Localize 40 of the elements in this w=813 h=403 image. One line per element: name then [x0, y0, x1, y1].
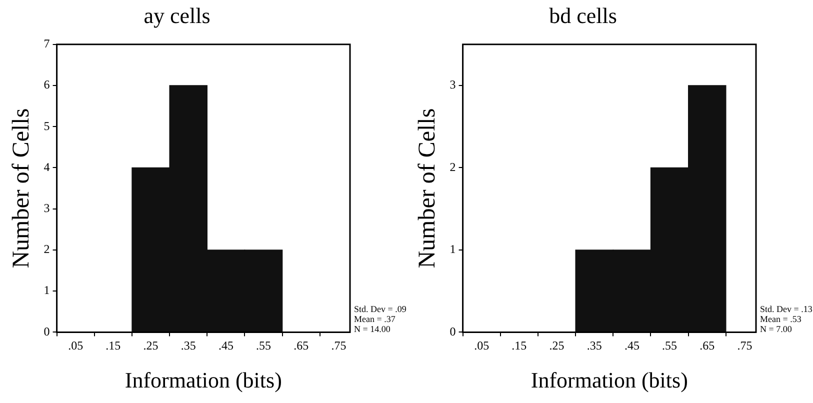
- y-axis-title: Number of Cells: [8, 108, 35, 268]
- text: N = 7.00: [760, 324, 792, 334]
- x-tick-label: .75: [737, 338, 752, 353]
- x-tick-label: .05: [68, 338, 84, 353]
- text: N = 14.00: [354, 324, 391, 334]
- x-tick-label: .45: [218, 338, 234, 353]
- x-axis-title: Information (bits): [530, 368, 688, 393]
- x-tick-label: .25: [549, 338, 564, 353]
- x-tick-label: .05: [474, 338, 490, 353]
- y-tick-label: 1: [44, 283, 50, 298]
- x-tick-label: .75: [331, 338, 346, 353]
- y-tick-label: 2: [44, 242, 50, 256]
- x-tick-label: .65: [294, 338, 309, 353]
- x-tick-label: .35: [586, 338, 602, 353]
- chart-title: bd cells: [549, 2, 617, 28]
- y-tick-label: 5: [44, 118, 50, 133]
- x-tick-label: .15: [106, 338, 121, 353]
- chart-title: ay cells: [144, 2, 210, 28]
- x-tick-label: .15: [512, 338, 527, 353]
- text: Mean = .53: [760, 314, 802, 324]
- x-tick-label: .55: [256, 338, 272, 353]
- text: Std. Dev = .13: [760, 304, 813, 314]
- y-tick-label: 3: [44, 201, 50, 216]
- x-tick-label: .25: [143, 338, 158, 353]
- x-tick-label: .45: [624, 338, 640, 353]
- y-axis-title: Number of Cells: [414, 108, 441, 268]
- x-tick-label: .65: [700, 338, 715, 353]
- y-tick-label: 0: [44, 324, 50, 338]
- y-tick-label: 1: [450, 242, 456, 256]
- text: Mean = .37: [354, 314, 396, 324]
- y-tick-label: 6: [44, 78, 50, 92]
- y-tick-label: 3: [450, 78, 456, 92]
- y-tick-label: 4: [44, 160, 50, 174]
- y-tick-label: 2: [450, 160, 456, 174]
- y-tick-label: 7: [44, 36, 50, 51]
- x-axis-title: Information (bits): [124, 368, 282, 393]
- y-tick-label: 0: [450, 324, 456, 338]
- text: Std. Dev = .09: [354, 304, 407, 314]
- x-tick-label: .55: [662, 338, 678, 353]
- x-tick-label: .35: [180, 338, 196, 353]
